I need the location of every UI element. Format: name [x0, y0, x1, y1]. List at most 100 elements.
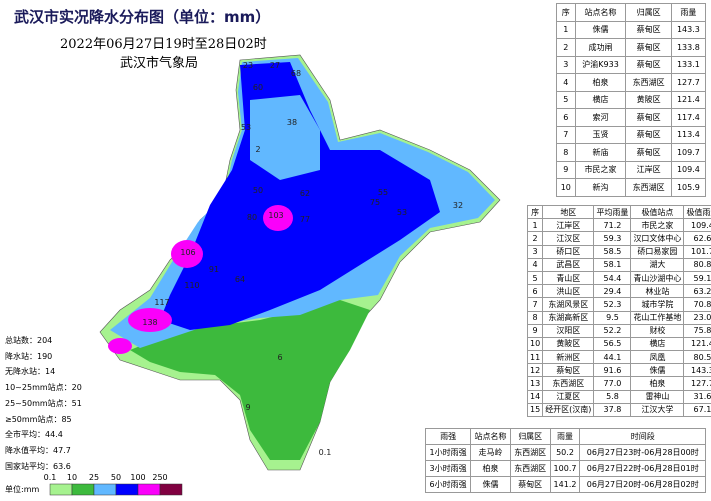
- map-label: 53: [397, 208, 407, 217]
- cell: 4: [556, 73, 576, 92]
- legend-tick: 100: [130, 473, 145, 482]
- row: 8 东湖高新区 9.5 花山工作基地 23.0: [526, 310, 711, 325]
- cell: 8: [526, 310, 544, 325]
- map-label: 23: [243, 61, 253, 70]
- cell: 101.7: [683, 244, 711, 259]
- cell: 东西湖区: [625, 178, 672, 197]
- cell: 62.6: [683, 231, 711, 246]
- cell: 蔡甸区: [625, 108, 672, 127]
- row: 2 江汉区 59.3 汉口文体中心 62.6: [526, 231, 711, 246]
- cell: 06月27日23时-06月28日00时: [579, 444, 706, 461]
- cell: 蔡甸区: [625, 55, 672, 74]
- header-cell: 归属区: [509, 428, 551, 445]
- row: 3 沪渝K933 蔡甸区 133.1: [556, 55, 707, 74]
- cell: 105.9: [670, 178, 707, 197]
- row: 1 侏儒 蔡甸区 143.3: [556, 20, 707, 39]
- row: 6 索河 蔡甸区 117.4: [556, 108, 707, 127]
- cell: 8: [556, 143, 576, 162]
- cell: 花山工作基地: [630, 310, 685, 325]
- row: 10 新沟 东西湖区 105.9: [556, 178, 707, 197]
- cell: 新沟: [574, 178, 627, 197]
- cell: 06月27日20时-06月28日02时: [579, 476, 706, 493]
- header-cell: 归属区: [625, 3, 672, 22]
- cell: 63.2: [683, 284, 711, 299]
- legend-tick: 25: [89, 473, 99, 482]
- cell: 沪渝K933: [574, 55, 627, 74]
- cell: 6: [526, 284, 544, 299]
- cell: 成功闸: [574, 38, 627, 57]
- cell: 1: [526, 218, 544, 233]
- cell: 柏泉: [630, 376, 685, 391]
- row: 3小时雨强 柏泉 东西湖区 100.7 06月27日22时-06月28日01时: [424, 460, 706, 477]
- cell: 59.3: [593, 231, 632, 246]
- cell: 58.5: [593, 244, 632, 259]
- cell: 100.7: [549, 460, 581, 477]
- cell: 侏儒: [630, 363, 685, 378]
- top-stations-table: 序站点名称 归属区 雨量 1 侏儒 蔡甸区 143.3 2 成功闸 蔡甸区 133.8 3 沪渝K933…: [556, 3, 707, 197]
- map-label: 27: [270, 61, 280, 70]
- header-cell: 地区: [542, 204, 595, 220]
- cell: 12: [526, 363, 544, 378]
- stat: 总站数：204: [5, 336, 53, 345]
- row: 4 柏泉 东西湖区 127.7: [556, 73, 707, 92]
- organization: 武汉市气象局: [120, 56, 199, 71]
- cell: 青山区: [542, 270, 595, 286]
- cell: 15: [526, 402, 544, 418]
- cell: 江汉大学: [630, 402, 685, 418]
- cell: 横店: [630, 336, 685, 352]
- cell: 59.1: [683, 270, 711, 286]
- map-label: 77: [300, 215, 310, 224]
- region-green: [130, 300, 370, 460]
- legend: 单位:mm 0.1 10 25 50 100 250: [5, 473, 183, 496]
- map-label: 64: [235, 275, 245, 284]
- map-label: 32: [453, 201, 463, 210]
- row: 5 青山区 54.4 青山沙湖中心 59.1: [526, 270, 711, 286]
- stats: 总站数：204 降水站：190 无降水站：14 10~25mm站点：20 25~50mm…: [5, 333, 82, 474]
- row: 9 汉阳区 52.2 财校 75.8: [526, 323, 711, 338]
- cell: 东湖高新区: [542, 310, 595, 325]
- header-cell: 站点名称: [470, 428, 511, 445]
- region-magenta: [128, 308, 172, 332]
- map-label: 9: [245, 403, 250, 412]
- cell: 5: [556, 90, 576, 109]
- cell: 7: [526, 297, 544, 312]
- stat: 国家站平均：63.6: [5, 461, 71, 471]
- cell: 143.3: [683, 363, 711, 378]
- header-cell: 站点名称: [574, 3, 627, 22]
- cell: 财校: [630, 323, 685, 338]
- header-cell: 时间段: [579, 428, 706, 445]
- cell: 52.2: [593, 323, 632, 338]
- row: 6小时雨强 侏儒 蔡甸区 141.2 06月27日20时-06月28日02时: [424, 476, 706, 493]
- legend-tick: 250: [152, 473, 167, 482]
- header-row: 序地区平均雨量极值站点极值雨量: [526, 204, 711, 220]
- cell: 9: [526, 323, 544, 338]
- cell: 林业站: [630, 284, 685, 299]
- header-cell: 序: [556, 3, 576, 22]
- cell: 东湖风景区: [542, 297, 595, 312]
- row: 15 经开区(汉南) 37.8 江汉大学 67.1: [526, 402, 711, 418]
- cell: 江岸区: [542, 218, 595, 233]
- cell: 蔡甸区: [625, 143, 672, 162]
- region-light-blue-inner: [250, 95, 320, 180]
- cell: 蔡甸区: [625, 20, 672, 39]
- header-cell: 极值站点: [630, 204, 685, 220]
- map-label: 0.1: [319, 448, 332, 457]
- header-cell: 雨量: [670, 3, 707, 22]
- stat: 10~25mm站点：20: [5, 383, 82, 393]
- cell: 13: [526, 376, 544, 391]
- cell: 1: [556, 20, 576, 39]
- cell: 5.8: [593, 389, 632, 404]
- row: 9 市民之家 江岸区 109.4: [556, 160, 707, 179]
- map-label: 91: [209, 265, 219, 274]
- cell: 3小时雨强: [424, 460, 472, 477]
- stat: 25~50mm站点：51: [5, 398, 82, 408]
- map-label: 117: [154, 298, 169, 307]
- row: 7 东湖风景区 52.3 城市学院 70.8: [526, 297, 711, 312]
- header-cell: 雨量: [549, 428, 581, 445]
- cell: 江汉区: [542, 231, 595, 246]
- cell: 江岸区: [625, 160, 672, 179]
- map-label: 68: [291, 69, 301, 78]
